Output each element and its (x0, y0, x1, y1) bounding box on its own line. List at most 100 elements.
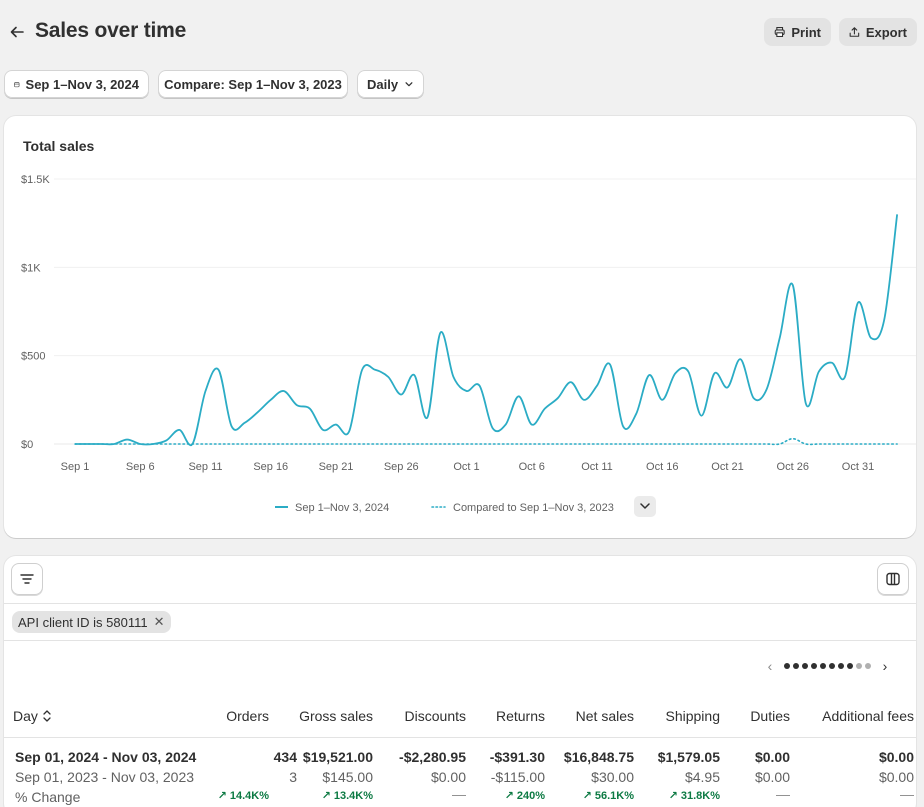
header-divider (4, 737, 916, 738)
calendar-icon (14, 81, 20, 87)
column-header-day[interactable]: Day (13, 708, 52, 724)
change-value: ↗ 31.8K% (668, 790, 720, 802)
pager-dot[interactable] (793, 663, 799, 669)
row2-discounts: $0.00 (430, 769, 466, 785)
row2-returns: -$115.00 (490, 769, 545, 785)
print-button[interactable]: Print (764, 18, 831, 46)
x-tick-label: Oct 26 (777, 461, 809, 473)
x-tick-label: Sep 6 (126, 461, 155, 473)
column-header-orders[interactable]: Orders (226, 708, 269, 724)
change-value: ↗ 14.4K% (217, 790, 269, 802)
y-tick-label: $1K (21, 262, 41, 274)
column-header-net-sales[interactable]: Net sales (575, 708, 634, 724)
change-empty: — (452, 786, 466, 802)
change-empty: — (900, 786, 914, 802)
filter-divider (4, 640, 916, 641)
legend-toggle-button[interactable] (634, 496, 656, 517)
y-tick-label: $1.5K (21, 174, 50, 186)
row1-net-sales: $16,848.75 (563, 749, 634, 765)
row1-orders: 434 (273, 749, 297, 765)
row2-day: Sep 01, 2023 - Nov 03, 2023 (15, 769, 195, 785)
column-header-discounts[interactable]: Discounts (404, 708, 466, 724)
pager-dot[interactable] (820, 663, 826, 669)
close-icon[interactable]: ✕ (153, 614, 165, 629)
total-sales-chart: $0 $500 $1K $1.5K Sep 1 Sep 6 Sep 11 Sep 16 Sep … (21, 174, 916, 517)
granularity-label: Daily (367, 76, 399, 92)
report-table-card: API client ID is 580111 ✕ ‹ › Day Orders… (4, 556, 916, 807)
pager-dot[interactable] (811, 663, 817, 669)
filter-lines-icon (20, 574, 34, 584)
series-line-comparison (74, 437, 898, 446)
column-header-shipping[interactable]: Shipping (665, 708, 721, 724)
series-line-current (75, 214, 899, 447)
export-button[interactable]: Export (839, 18, 917, 46)
compare-picker[interactable]: Compare: Sep 1–Nov 3, 2023 (158, 70, 348, 98)
x-tick-label: Oct 21 (711, 461, 743, 473)
filter-chip[interactable]: API client ID is 580111 ✕ (12, 611, 171, 633)
column-header-additional-fees[interactable]: Additional fees (822, 708, 914, 724)
row1-gross-sales: $19,521.00 (302, 749, 373, 765)
change-row-label: % Change (15, 789, 81, 805)
column-header-day-label: Day (13, 708, 38, 724)
pager-dot[interactable] (838, 663, 844, 669)
pager-dot[interactable] (847, 663, 853, 669)
x-tick-label: Sep 16 (253, 461, 288, 473)
pager-dot[interactable] (829, 663, 835, 669)
column-pager: ‹ › (764, 656, 891, 676)
chart-card: Total sales $0 $500 $1K $1.5K Sep 1 Sep 6 Sep … (4, 116, 916, 538)
chevron-left-icon[interactable]: ‹ (767, 658, 773, 674)
chevron-down-icon (405, 82, 413, 87)
change-empty: — (776, 786, 790, 802)
row1-discounts: -$2,280.95 (399, 749, 466, 765)
x-tick-label: Sep 11 (188, 461, 222, 473)
export-label: Export (865, 24, 907, 40)
row1-shipping: $1,579.05 (657, 749, 720, 765)
x-tick-label: Sep 1 (61, 461, 90, 473)
change-value: ↗ 56.1K% (582, 790, 634, 802)
x-tick-label: Sep 21 (319, 461, 354, 473)
legend-label-comparison: Compared to Sep 1–Nov 3, 2023 (453, 502, 614, 514)
legend-label-current: Sep 1–Nov 3, 2024 (295, 502, 389, 514)
columns-icon (886, 572, 900, 586)
arrow-left-icon (10, 26, 24, 38)
change-value: ↗ 240% (504, 790, 545, 802)
row2-gross-sales: $145.00 (322, 769, 373, 785)
page-title: Sales over time (35, 19, 187, 42)
pager-dots (784, 663, 871, 669)
pager-dot[interactable] (856, 663, 862, 669)
columns-button[interactable] (877, 563, 909, 595)
row2-shipping: $4.95 (684, 769, 720, 785)
row1-day: Sep 01, 2024 - Nov 03, 2024 (15, 749, 197, 765)
chart-title: Total sales (23, 138, 95, 154)
chevron-right-icon[interactable]: › (882, 658, 888, 674)
date-range-label: Sep 1–Nov 3, 2024 (25, 76, 139, 92)
column-header-gross-sales[interactable]: Gross sales (299, 708, 373, 724)
column-header-returns[interactable]: Returns (495, 708, 545, 724)
date-range-picker[interactable]: Sep 1–Nov 3, 2024 (4, 70, 149, 98)
pager-dot[interactable] (802, 663, 808, 669)
filter-button[interactable] (11, 563, 43, 595)
column-header-duties[interactable]: Duties (750, 708, 790, 724)
x-tick-label: Sep 26 (384, 461, 419, 473)
row2-net-sales: $30.00 (591, 769, 634, 785)
row1-duties: $0.00 (754, 749, 790, 765)
y-tick-label: $500 (21, 351, 45, 363)
granularity-select[interactable]: Daily (357, 70, 424, 98)
row2-orders: 3 (289, 769, 297, 785)
y-tick-label: $0 (21, 439, 33, 451)
pager-dot[interactable] (865, 663, 871, 669)
x-tick-label: Oct 6 (519, 461, 545, 473)
back-button[interactable] (6, 20, 28, 44)
change-value: ↗ 13.4K% (321, 790, 373, 802)
toolbar-divider (4, 603, 916, 604)
chevron-down-icon (640, 503, 650, 509)
sort-icon (43, 710, 51, 722)
compare-label: Compare: Sep 1–Nov 3, 2023 (164, 76, 342, 92)
filter-chip-label: API client ID is 580111 (18, 614, 148, 630)
upload-icon (849, 27, 860, 37)
pager-dot[interactable] (784, 663, 790, 669)
row1-additional-fees: $0.00 (878, 749, 914, 765)
page-header: Sales over time Print Export (0, 0, 924, 64)
x-tick-label: Oct 1 (453, 461, 479, 473)
print-label: Print (791, 24, 821, 40)
